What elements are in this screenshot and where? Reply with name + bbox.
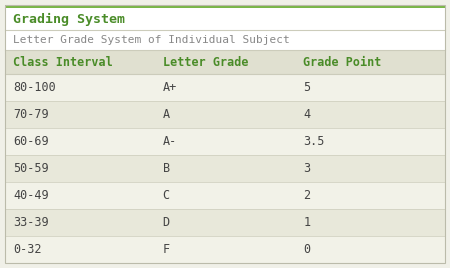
Text: 1: 1 [303,216,310,229]
Bar [5,30,445,50]
Bar [5,128,445,155]
Text: F: F [162,243,170,256]
Text: A+: A+ [162,81,177,94]
Text: 80-100: 80-100 [13,81,56,94]
Text: A: A [162,108,170,121]
Text: 0: 0 [303,243,310,256]
Bar [5,182,445,209]
Text: 0-32: 0-32 [13,243,41,256]
Text: Class Interval: Class Interval [13,55,113,69]
Text: 70-79: 70-79 [13,108,49,121]
Bar [5,101,445,128]
Text: Letter Grade: Letter Grade [162,55,248,69]
Bar [5,5,445,8]
Text: 60-69: 60-69 [13,135,49,148]
Text: 4: 4 [303,108,310,121]
Text: Letter Grade System of Individual Subject: Letter Grade System of Individual Subjec… [13,35,290,45]
Text: Grading System: Grading System [13,12,125,25]
Text: B: B [162,162,170,175]
Bar [5,50,445,74]
Text: 3.5: 3.5 [303,135,325,148]
Text: 3: 3 [303,162,310,175]
Bar [5,74,445,101]
Text: 33-39: 33-39 [13,216,49,229]
Bar [5,8,445,30]
Text: Grade Point: Grade Point [303,55,382,69]
Text: D: D [162,216,170,229]
Text: A-: A- [162,135,177,148]
Bar [5,236,445,263]
Bar [5,155,445,182]
Text: 40-49: 40-49 [13,189,49,202]
Text: 5: 5 [303,81,310,94]
Text: 2: 2 [303,189,310,202]
Text: C: C [162,189,170,202]
Bar [5,209,445,236]
Text: 50-59: 50-59 [13,162,49,175]
